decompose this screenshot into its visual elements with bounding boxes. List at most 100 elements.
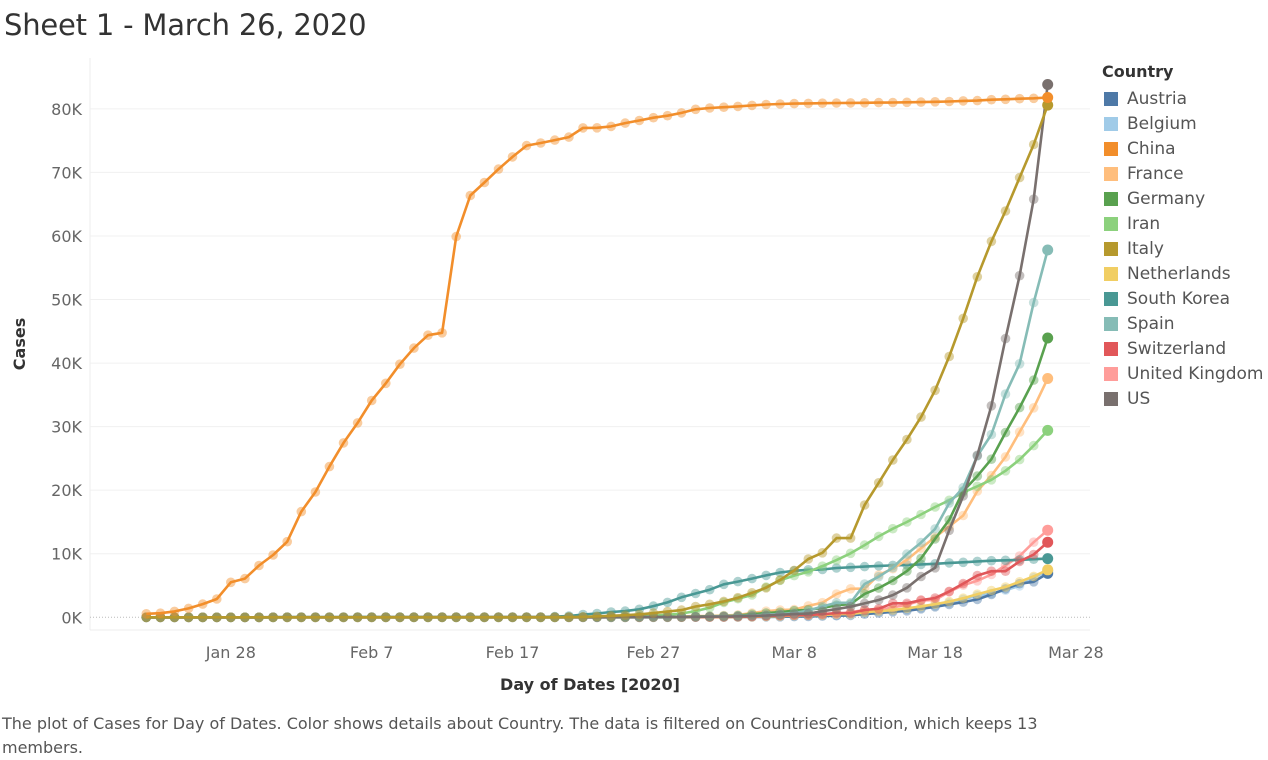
data-point[interactable] [902,598,912,609]
data-point[interactable] [564,612,574,622]
data-point[interactable] [606,121,616,132]
data-point[interactable] [888,575,898,586]
data-point[interactable] [747,611,757,621]
legend-item[interactable]: Switzerland [1104,336,1263,361]
data-point[interactable] [1000,427,1011,438]
data-point[interactable] [592,123,602,133]
data-point[interactable] [888,590,898,600]
data-point[interactable] [592,611,602,622]
data-point[interactable] [902,603,912,614]
data-point[interactable] [395,359,405,370]
data-point[interactable] [972,481,983,492]
data-point[interactable] [1000,206,1011,216]
data-point[interactable] [859,589,870,599]
data-point[interactable] [1014,454,1025,465]
data-point[interactable] [141,609,152,619]
data-point[interactable] [845,584,856,594]
data-point[interactable] [1000,560,1011,571]
data-point[interactable] [1028,139,1039,150]
data-point[interactable] [1014,93,1025,104]
data-point[interactable] [817,98,828,108]
data-point[interactable] [535,612,546,623]
data-point[interactable] [831,589,842,599]
data-point[interactable] [733,101,743,112]
data-point[interactable] [972,450,983,461]
series-line[interactable] [146,337,1049,619]
data-point[interactable] [916,509,926,520]
data-point[interactable] [310,612,321,623]
data-point[interactable] [831,533,842,543]
data-point[interactable] [662,597,673,608]
data-point[interactable] [873,478,884,488]
data-point[interactable] [930,385,940,396]
data-point[interactable] [1028,549,1039,560]
series-line[interactable] [146,429,1049,619]
data-point[interactable] [1042,79,1054,90]
data-point[interactable] [1000,452,1011,462]
data-point[interactable] [902,517,912,527]
data-point[interactable] [1042,244,1054,256]
legend-item[interactable]: Iran [1104,211,1263,236]
data-point[interactable] [888,455,898,465]
legend-item[interactable]: China [1104,136,1263,161]
data-point[interactable] [226,612,236,623]
data-point[interactable] [1000,389,1011,399]
data-point[interactable] [183,612,194,623]
series-iran[interactable] [141,424,1054,623]
data-point[interactable] [873,583,884,593]
data-point[interactable] [606,611,616,621]
data-point[interactable] [1028,375,1039,385]
data-point[interactable] [986,454,997,465]
data-point[interactable] [902,97,912,108]
data-point[interactable] [1000,466,1011,476]
data-point[interactable] [930,593,940,603]
data-point[interactable] [747,573,757,584]
series-lines[interactable] [141,79,1054,623]
data-point[interactable] [1042,99,1054,111]
data-point[interactable] [1014,427,1025,437]
data-point[interactable] [648,608,659,618]
data-point[interactable] [859,605,870,615]
data-point[interactable] [986,555,997,566]
data-point[interactable] [817,561,828,571]
data-point[interactable] [845,533,856,543]
data-point[interactable] [902,434,912,445]
data-point[interactable] [803,98,814,109]
data-point[interactable] [1028,403,1039,413]
data-point[interactable] [634,115,645,126]
data-point[interactable] [662,110,673,121]
data-point[interactable] [930,502,940,512]
data-point[interactable] [409,612,419,623]
data-point[interactable] [620,610,630,620]
data-point[interactable] [1042,536,1054,548]
data-point[interactable] [930,524,940,534]
data-point[interactable] [578,612,588,622]
data-point[interactable] [183,603,194,614]
data-point[interactable] [916,595,926,605]
series-line[interactable] [146,249,1049,619]
data-point[interactable] [761,570,771,581]
data-point[interactable] [845,98,856,108]
data-point[interactable] [564,132,574,142]
data-point[interactable] [972,272,983,282]
data-point[interactable] [972,95,983,106]
data-point[interactable] [789,565,799,576]
data-point[interactable] [1028,537,1039,547]
data-point[interactable] [761,583,771,593]
data-point[interactable] [634,609,645,620]
data-point[interactable] [1028,571,1039,582]
data-point[interactable] [803,567,814,577]
data-point[interactable] [831,604,842,614]
data-point[interactable] [817,548,828,558]
data-point[interactable] [1014,551,1025,561]
data-point[interactable] [888,605,898,615]
data-point[interactable] [690,601,701,612]
legend-item[interactable]: South Korea [1104,286,1263,311]
data-point[interactable] [690,606,701,616]
data-point[interactable] [873,561,884,571]
data-point[interactable] [859,561,870,572]
data-point[interactable] [1000,94,1011,105]
legend-item[interactable]: Italy [1104,236,1263,261]
data-point[interactable] [1028,194,1039,204]
